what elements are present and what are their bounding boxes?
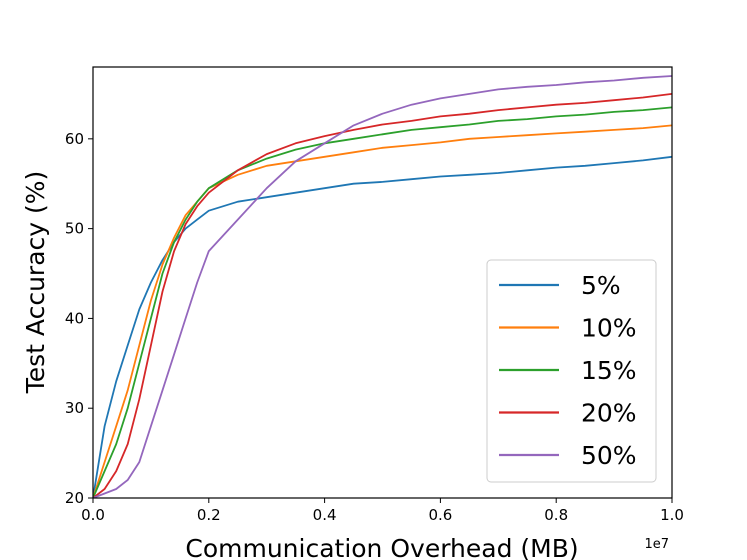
- legend-label-3: 20%: [581, 399, 637, 428]
- y-tick-label: 40: [65, 309, 84, 327]
- series-line-0: [93, 155, 672, 498]
- x-tick-label: 0.0: [81, 506, 105, 524]
- legend-label-2: 15%: [581, 356, 637, 385]
- legend-label-0: 5%: [581, 271, 621, 300]
- legend-box: [486, 259, 657, 483]
- series-line-2: [93, 106, 672, 498]
- x-tick-label: 1.0: [660, 506, 684, 524]
- y-tick-label: 30: [65, 399, 84, 417]
- y-tick-label: 60: [65, 130, 84, 148]
- series-line-3: [93, 93, 672, 498]
- y-tick-label: 50: [65, 220, 84, 238]
- x-axis-offset-label: 1e7: [644, 537, 669, 552]
- y-tick-label: 20: [65, 489, 84, 507]
- x-axis-label: Communication Overhead (MB): [185, 534, 578, 560]
- x-tick-label: 0.2: [197, 506, 221, 524]
- legend: 5% 10% 15% 20% 50%: [486, 259, 657, 483]
- legend-label-4: 50%: [581, 441, 637, 470]
- plot-frame: [92, 66, 673, 499]
- x-tick-label: 0.8: [544, 506, 568, 524]
- series-layer: [93, 75, 672, 498]
- x-tick-label: 0.6: [428, 506, 452, 524]
- x-tick-label: 0.4: [313, 506, 337, 524]
- series-line-4: [93, 75, 672, 498]
- y-axis-ticks: 20 30 40 50 60: [65, 130, 93, 507]
- legend-label-1: 10%: [581, 314, 637, 343]
- x-axis-ticks: 0.0 0.2 0.4 0.6 0.8 1.0: [81, 498, 684, 524]
- y-axis-label: Test Accuracy (%): [21, 171, 50, 395]
